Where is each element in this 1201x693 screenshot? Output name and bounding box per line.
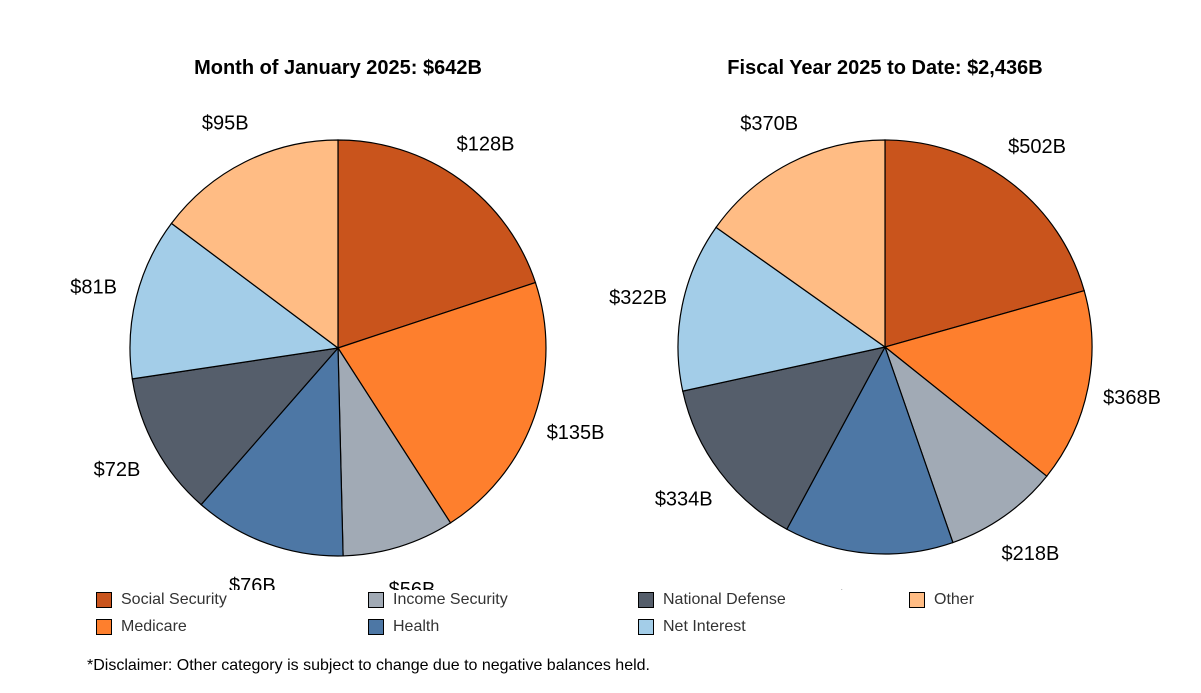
disclaimer: *Disclaimer: Other category is subject t… <box>87 657 650 674</box>
slice-label-social-security: $502B <box>1008 136 1066 158</box>
slice-label-health: $321B <box>836 588 894 590</box>
slice-label-income-security: $56B <box>389 579 436 590</box>
pie-slice-health <box>200 346 344 557</box>
legend-label: Health <box>393 618 440 635</box>
slice-label-health: $76B <box>229 575 276 590</box>
pie-slice-net-interest <box>677 226 887 392</box>
legend-swatch <box>368 619 384 635</box>
pie-slice-other <box>170 139 339 350</box>
pie-slice-national-defense <box>131 347 340 506</box>
legend-item-health: Health <box>368 617 439 637</box>
pie-slice-national-defense <box>682 346 887 531</box>
pie-slice-social-security <box>884 139 1085 348</box>
slice-label-other: $95B <box>202 113 249 135</box>
pie-slice-medicare <box>337 281 547 524</box>
legend-swatch <box>909 592 925 608</box>
legend-swatch <box>96 592 112 608</box>
legend-item-social-security: Social Security <box>96 590 227 610</box>
legend-item-income-security: Income Security <box>368 590 508 610</box>
chart-title: Fiscal Year 2025 to Date: $2,436B <box>727 57 1042 79</box>
legend-item-national-defense: National Defense <box>638 590 786 610</box>
pie-slice-income-security <box>883 345 1048 544</box>
pie-slice-medicare <box>883 289 1093 478</box>
legend: Social Security Medicare Income Security He… <box>96 590 1096 640</box>
slice-label-income-security: $218B <box>1002 543 1060 565</box>
pie-slice-other <box>715 139 886 349</box>
pie-slice-income-security <box>337 345 452 557</box>
legend-label: Social Security <box>121 591 227 608</box>
legend-label: Income Security <box>393 591 508 608</box>
legend-label: Medicare <box>121 618 187 635</box>
pie-chart-1: Month of January 2025: $642B $128B $135B $5… <box>70 57 604 590</box>
legend-label: Net Interest <box>663 618 746 635</box>
slice-label-net-interest: $81B <box>70 276 117 298</box>
legend-label: Other <box>934 591 975 608</box>
legend-label: National Defense <box>663 591 786 608</box>
slice-label-social-security: $128B <box>457 134 515 156</box>
slice-label-national-defense: $334B <box>655 489 713 511</box>
legend-swatch <box>368 592 384 608</box>
chart-title: Month of January 2025: $642B <box>194 57 482 79</box>
slice-label-net-interest: $322B <box>609 287 667 309</box>
legend-swatch <box>96 619 112 635</box>
pie-slice-net-interest <box>129 222 340 380</box>
legend-item-medicare: Medicare <box>96 617 187 637</box>
slice-label-other: $370B <box>740 113 798 135</box>
legend-swatch <box>638 619 654 635</box>
legend-item-other: Other <box>909 590 974 610</box>
slice-label-national-defense: $72B <box>94 459 141 481</box>
pie-chart-2: Fiscal Year 2025 to Date: $2,436B $502B $3… <box>609 57 1161 590</box>
pie-slice-health <box>786 345 954 555</box>
legend-swatch <box>638 592 654 608</box>
legend-item-net-interest: Net Interest <box>638 617 746 637</box>
slice-label-medicare: $135B <box>547 422 605 444</box>
pie-slice-social-security <box>337 139 537 349</box>
pie-charts: Month of January 2025: $642B $128B $135B $5… <box>70 57 1161 590</box>
slice-label-medicare: $368B <box>1103 387 1161 409</box>
